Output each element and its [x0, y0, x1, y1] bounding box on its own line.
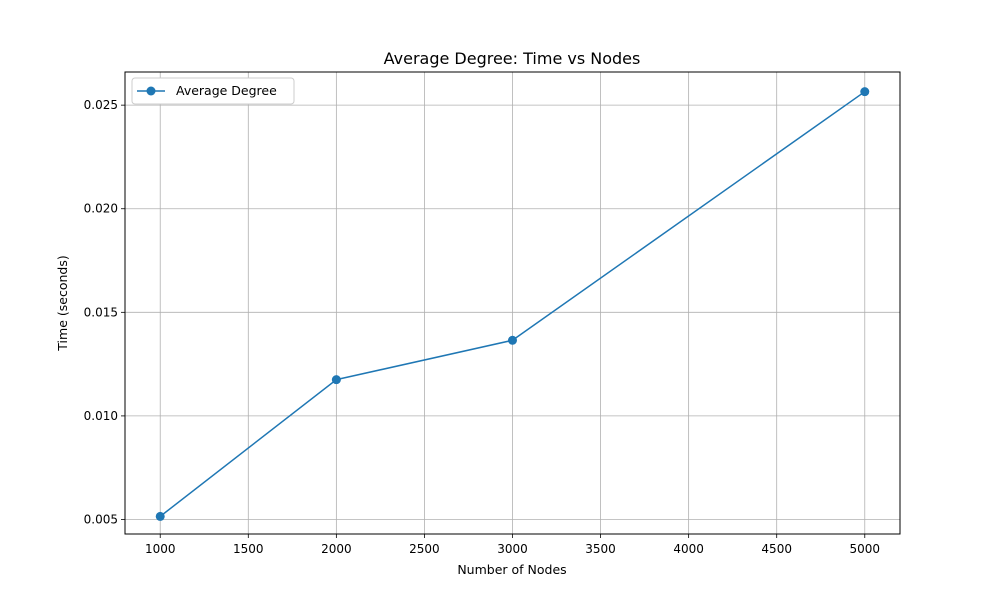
data-point: [331, 375, 341, 385]
y-axis-label: Time (seconds): [55, 255, 70, 351]
y-axis-ticks: 0.005 0.010 0.015 0.020 0.025: [84, 98, 125, 526]
legend: Average Degree: [131, 77, 295, 105]
y-tick-label: 0.015: [84, 305, 118, 319]
legend-marker-swatch: [146, 86, 156, 96]
series-layer: [155, 87, 870, 521]
x-tick-label: 3500: [585, 542, 616, 556]
y-tick-label: 0.010: [84, 409, 118, 423]
y-tick-label: 0.020: [84, 202, 118, 216]
x-tick-label: 4000: [673, 542, 704, 556]
x-axis-ticks: 1000 1500 2000 2500 3000 3500 4000 4500 5000: [145, 534, 880, 556]
data-point: [155, 511, 165, 521]
x-tick-label: 4500: [761, 542, 792, 556]
x-tick-label: 2000: [321, 542, 352, 556]
legend-label: Average Degree: [176, 83, 277, 98]
data-point: [508, 335, 517, 345]
grid: [125, 72, 900, 534]
legend-box: [131, 77, 295, 105]
series-line: [159, 91, 866, 517]
x-tick-label: 1000: [145, 542, 176, 556]
x-tick-label: 3000: [497, 542, 528, 556]
x-tick-label: 1500: [233, 542, 264, 556]
x-tick-label: 2500: [409, 542, 440, 556]
y-tick-label: 0.005: [84, 512, 118, 526]
data-point: [860, 87, 870, 97]
x-tick-label: 5000: [849, 542, 880, 556]
x-axis-label: Number of Nodes: [457, 562, 566, 577]
y-tick-label: 0.025: [84, 98, 118, 112]
chart-title: Average Degree: Time vs Nodes: [384, 49, 641, 68]
